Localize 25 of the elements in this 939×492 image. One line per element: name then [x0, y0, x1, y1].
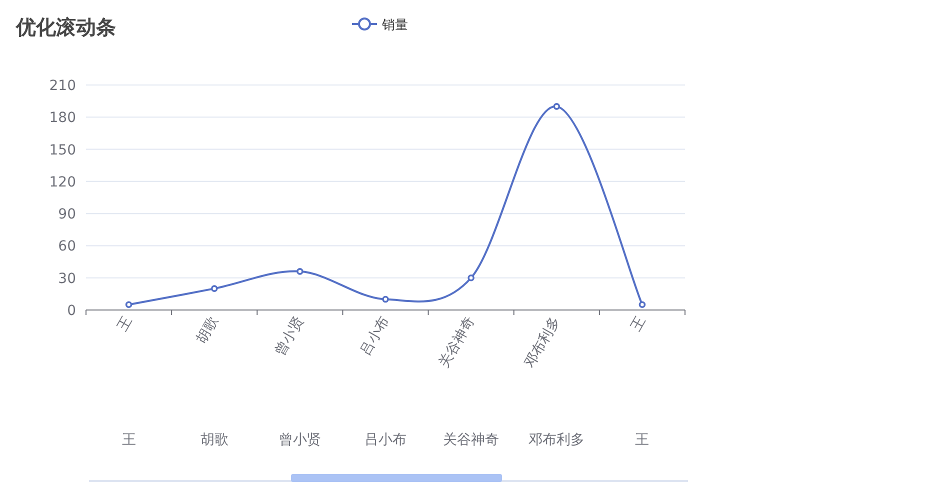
- x-tick-label: 曾小贤: [272, 314, 307, 358]
- x-tick-label: 王: [628, 314, 650, 334]
- point: [125, 301, 132, 308]
- x-tick-label: 邓布利多: [522, 314, 564, 370]
- point: [468, 274, 474, 282]
- point: [553, 103, 560, 110]
- y-tick-label: 0: [67, 303, 76, 319]
- y-tick-label: 90: [58, 206, 76, 223]
- x-tick-label: 吕小布: [358, 314, 392, 358]
- y-tick-label: 180: [49, 110, 76, 126]
- title: 优化滚动条: [16, 15, 116, 39]
- x-tick-label: 王: [114, 314, 136, 334]
- legend-label: 销量: [381, 18, 408, 33]
- y-tick-label: 150: [49, 142, 76, 158]
- point: [296, 268, 304, 275]
- point: [382, 296, 389, 303]
- x-tick-label: 胡歌: [193, 314, 222, 346]
- x-tick-label: 关谷神奇: [436, 314, 478, 370]
- point: [638, 301, 646, 308]
- y-tick-label: 210: [49, 78, 76, 94]
- picture-data-zoom-slider: 王 胡歌 曾小贤 吕小布 关谷神奇 邓布利多 王: [89, 432, 688, 482]
- y-tick-label: 30: [58, 270, 76, 287]
- point: [210, 285, 218, 292]
- y-tick-label: 60: [58, 238, 76, 255]
- y-tick-label: 120: [49, 174, 76, 190]
